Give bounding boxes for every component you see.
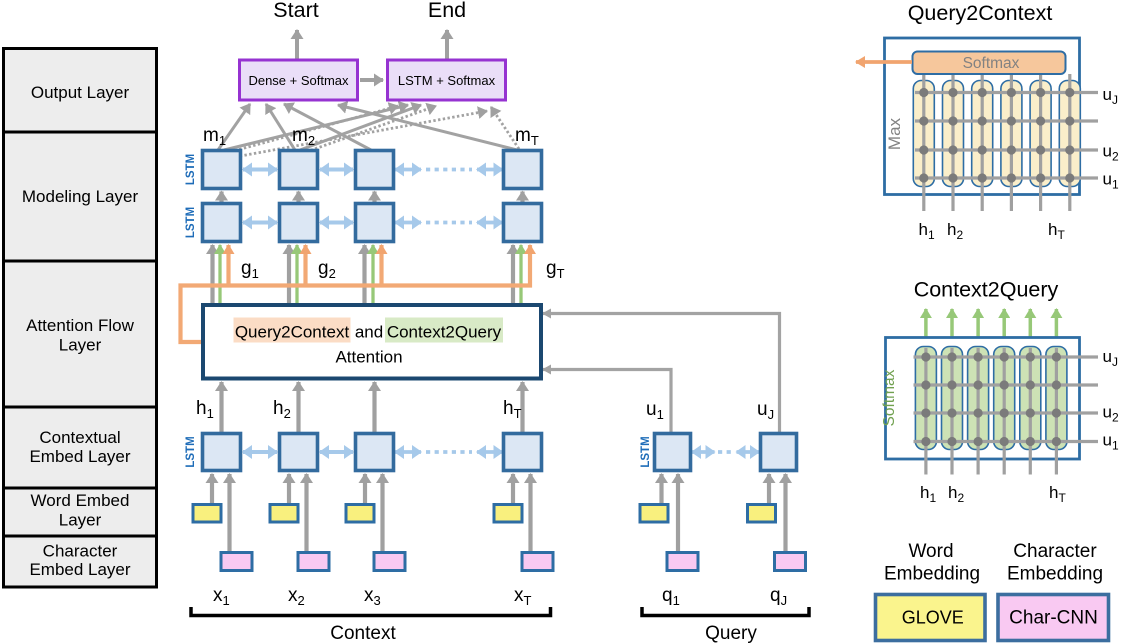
svg-text:Context2Query: Context2Query	[914, 278, 1059, 302]
svg-text:hT: hT	[1049, 483, 1066, 505]
svg-text:Embed Layer: Embed Layer	[29, 560, 130, 579]
svg-text:qJ: qJ	[770, 585, 787, 608]
svg-text:x2: x2	[288, 585, 305, 608]
svg-text:Char-CNN: Char-CNN	[1009, 608, 1098, 629]
svg-text:h1: h1	[196, 398, 214, 421]
svg-text:uJ: uJ	[1103, 347, 1118, 369]
svg-text:uJ: uJ	[1103, 85, 1118, 107]
svg-text:u1: u1	[646, 399, 664, 422]
svg-text:Layer: Layer	[59, 511, 102, 530]
svg-text:Max: Max	[885, 117, 904, 150]
svg-text:hT: hT	[1048, 220, 1065, 242]
svg-text:uJ: uJ	[757, 399, 774, 422]
svg-text:Output Layer: Output Layer	[31, 83, 130, 102]
svg-text:LSTM: LSTM	[185, 436, 197, 467]
svg-text:Query2Context: Query2Context	[235, 323, 350, 342]
svg-text:q1: q1	[662, 585, 680, 608]
svg-text:Start: Start	[273, 0, 318, 22]
svg-text:End: End	[428, 0, 466, 22]
svg-text:h2: h2	[948, 483, 964, 505]
svg-text:LSTM + Softmax: LSTM + Softmax	[398, 73, 496, 88]
svg-text:u1: u1	[1103, 431, 1119, 453]
svg-text:hT: hT	[503, 398, 522, 421]
svg-text:Embed Layer: Embed Layer	[29, 447, 130, 466]
svg-text:Word: Word	[908, 541, 953, 562]
svg-text:Modeling Layer: Modeling Layer	[22, 187, 139, 206]
svg-text:xT: xT	[514, 585, 532, 608]
svg-text:Attention Flow: Attention Flow	[26, 316, 134, 335]
svg-text:Context2Query: Context2Query	[387, 323, 502, 342]
svg-text:Query: Query	[705, 623, 757, 644]
svg-text:Dense + Softmax: Dense + Softmax	[248, 73, 349, 88]
svg-text:LSTM: LSTM	[185, 207, 197, 238]
svg-text:and: and	[355, 323, 383, 342]
svg-text:Embedding: Embedding	[1007, 564, 1103, 585]
svg-text:Attention: Attention	[335, 348, 402, 367]
svg-text:Context: Context	[330, 623, 396, 644]
svg-text:Word Embed: Word Embed	[31, 491, 130, 510]
svg-text:gT: gT	[546, 258, 565, 281]
svg-text:Embedding: Embedding	[884, 564, 980, 585]
svg-text:Character: Character	[1013, 541, 1097, 562]
svg-text:h1: h1	[919, 220, 935, 242]
svg-text:u1: u1	[1103, 170, 1119, 192]
svg-text:x1: x1	[213, 585, 230, 608]
svg-text:m1: m1	[203, 125, 226, 148]
svg-text:h1: h1	[920, 483, 936, 505]
svg-text:Query2Context: Query2Context	[908, 1, 1053, 25]
svg-text:Contextual: Contextual	[39, 428, 120, 447]
svg-text:Softmax: Softmax	[963, 55, 1020, 72]
svg-text:Softmax: Softmax	[881, 369, 898, 426]
svg-text:g1: g1	[241, 258, 259, 281]
svg-text:u2: u2	[1103, 403, 1119, 425]
svg-text:h2: h2	[947, 220, 963, 242]
svg-text:mT: mT	[515, 125, 539, 148]
svg-text:LSTM: LSTM	[640, 436, 652, 467]
svg-text:LSTM: LSTM	[185, 154, 197, 185]
svg-text:u2: u2	[1103, 142, 1119, 164]
svg-text:Layer: Layer	[59, 336, 102, 355]
svg-text:GLOVE: GLOVE	[902, 608, 964, 628]
svg-text:h2: h2	[273, 398, 291, 421]
svg-text:g2: g2	[318, 258, 336, 281]
svg-text:Character: Character	[43, 542, 118, 561]
svg-text:x3: x3	[364, 585, 381, 608]
